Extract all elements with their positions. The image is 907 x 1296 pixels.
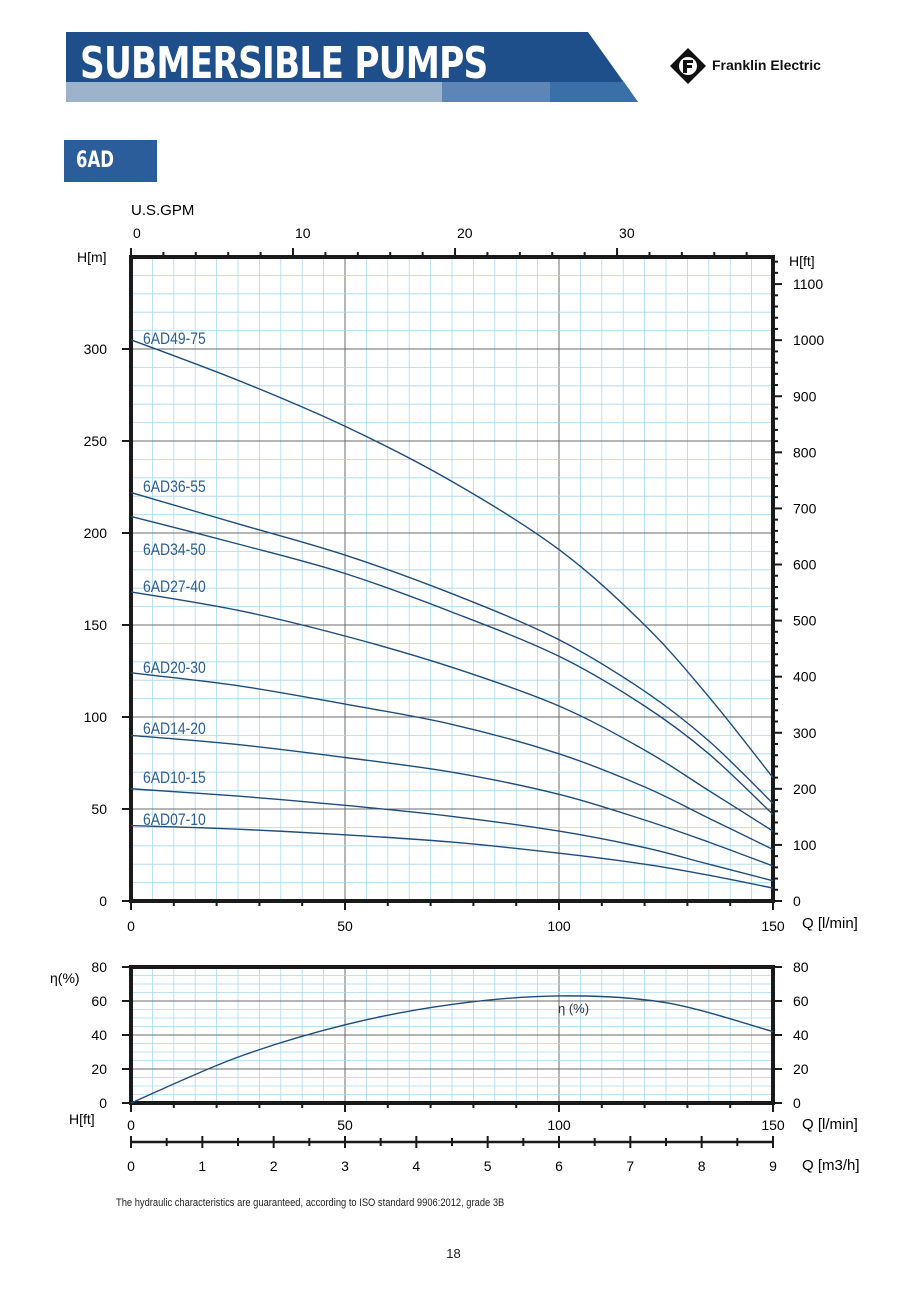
eff-y-tick-label: 20 (91, 1061, 107, 1077)
curve-6ad34-50 (130, 515, 774, 816)
y2-tick-label: 100 (793, 837, 817, 853)
eff-y2-tick-label: 0 (793, 1095, 801, 1111)
franklin-diamond-icon (670, 48, 706, 84)
brand-name: Franklin Electric (712, 57, 821, 73)
y2-tick-label: 200 (793, 781, 817, 797)
eff-y2-tick-label: 20 (793, 1061, 809, 1077)
m3h-tick-label: 0 (127, 1158, 135, 1174)
model-tab: 6AD (64, 140, 157, 182)
eff-y-tick-label: 60 (91, 993, 107, 1009)
x-tick-label: 150 (761, 918, 785, 934)
x-tick-label: 100 (547, 918, 571, 934)
eff-y2-tick-label: 40 (793, 1027, 809, 1043)
m3h-tick-label: 8 (698, 1158, 706, 1174)
curve-6ad20-30 (130, 672, 774, 851)
m3h-tick-label: 3 (341, 1158, 349, 1174)
banner-shape (66, 32, 638, 102)
m3h-tick-label: 1 (198, 1158, 206, 1174)
x-tick-label: 50 (337, 918, 353, 934)
footnote: The hydraulic characteristics are guaran… (116, 1197, 505, 1209)
y-tick-label: 200 (84, 525, 108, 541)
y2-tick-label: 900 (793, 388, 817, 404)
curve-6ad36-55 (130, 491, 774, 805)
curve-6ad27-40 (130, 591, 774, 832)
page-title: SUBMERSIBLE PUMPS (80, 38, 488, 89)
m3h-tick-label: 5 (484, 1158, 492, 1174)
m3h-axis-label: Q [m3/h] (802, 1157, 860, 1174)
eff-x-tick-label: 0 (127, 1117, 135, 1133)
page-number: 18 (446, 1246, 461, 1261)
curve-label: 6AD10-15 (143, 769, 206, 788)
brand-logo: Franklin Electric (668, 46, 868, 86)
m3h-tick-label: 6 (555, 1158, 563, 1174)
eff-x-tick-label: 150 (761, 1117, 785, 1133)
header-banner: SUBMERSIBLE PUMPS (66, 32, 638, 102)
y2-tick-label: 500 (793, 613, 817, 629)
curve-label: 6AD49-75 (143, 330, 206, 349)
y2-tick-label: 1100 (793, 276, 823, 292)
curve-label: 6AD20-30 (143, 659, 206, 678)
curve-6ad49-75 (130, 339, 774, 779)
m3h-tick-label: 9 (769, 1158, 777, 1174)
y2-tick-label: 300 (793, 725, 817, 741)
curve-label: 6AD07-10 (143, 811, 206, 830)
eff-y2-tick-label: 80 (793, 959, 809, 975)
y2-tick-label: 0 (793, 893, 801, 909)
curve-label: 6AD14-20 (143, 720, 206, 739)
eff-y2-tick-label: 60 (793, 993, 809, 1009)
y2-tick-label: 400 (793, 669, 817, 685)
x2-tick-label: 30 (619, 225, 635, 241)
y-axis-label: H[m] (77, 249, 107, 265)
eff-y-tick-label: 0 (99, 1095, 107, 1111)
curve-label: 6AD34-50 (143, 541, 206, 560)
model-tab-label: 6AD (76, 148, 114, 173)
y2-tick-label: 600 (793, 557, 817, 573)
eff-x-tick-label: 100 (547, 1117, 571, 1133)
y-tick-label: 250 (84, 433, 108, 449)
eff-y-axis-label: η(%) (50, 970, 80, 986)
x2-tick-label: 0 (133, 225, 141, 241)
y-tick-label: 150 (84, 617, 108, 633)
m3h-tick-label: 4 (412, 1158, 420, 1174)
plot-frame (129, 255, 775, 903)
y-tick-label: 0 (99, 893, 107, 909)
x2-tick-label: 10 (295, 225, 311, 241)
y-tick-label: 300 (84, 341, 108, 357)
x2-tick-label: 20 (457, 225, 473, 241)
curve-label: 6AD36-55 (143, 478, 206, 497)
curve-6ad10-15 (130, 788, 774, 882)
m3h-tick-label: 7 (626, 1158, 634, 1174)
efficiency-curve (130, 995, 774, 1104)
eff-x-axis-label: Q [l/min] (802, 1116, 858, 1133)
eff-y2-axis-label: H[ft] (69, 1111, 95, 1127)
curve-6ad14-20 (130, 734, 774, 867)
performance-charts: 050100150200250300H[m]010020030040050060… (50, 202, 860, 1174)
y-tick-label: 50 (91, 801, 107, 817)
x-tick-label: 0 (127, 918, 135, 934)
y2-tick-label: 1000 (793, 332, 824, 348)
x-axis-label: Q [l/min] (802, 915, 858, 932)
y2-axis-label: H[ft] (789, 253, 815, 269)
y2-tick-label: 700 (793, 500, 817, 516)
x2-axis-label: U.S.GPM (131, 202, 194, 219)
curve-6ad07-10 (130, 824, 774, 889)
eff-y-tick-label: 40 (91, 1027, 107, 1043)
y-tick-label: 100 (84, 709, 108, 725)
curve-label: 6AD27-40 (143, 578, 206, 597)
eff-x-tick-label: 50 (337, 1117, 353, 1133)
m3h-tick-label: 2 (270, 1158, 278, 1174)
efficiency-curve-label: η (%) (558, 1001, 589, 1016)
eff-y-tick-label: 80 (91, 959, 107, 975)
y2-tick-label: 800 (793, 444, 817, 460)
